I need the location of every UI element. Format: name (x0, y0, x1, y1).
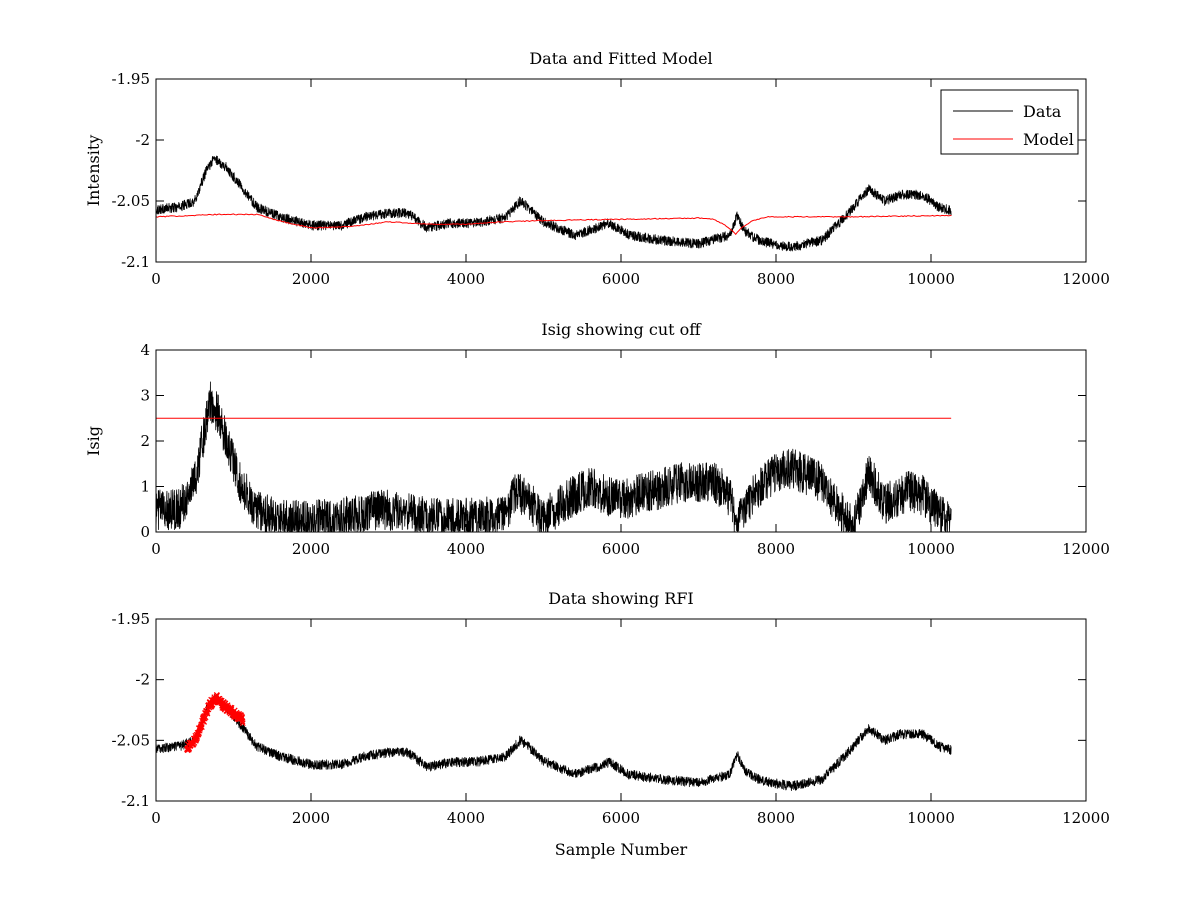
x-axis-label: Sample Number (555, 840, 688, 859)
x-tick-label: 12000 (1062, 540, 1110, 558)
series-model (156, 213, 952, 236)
series-group (156, 692, 952, 791)
y-axis-label: Intensity (84, 135, 103, 207)
series-data (156, 694, 952, 791)
x-tick-label: 6000 (602, 809, 640, 827)
x-tick-label: 12000 (1062, 809, 1110, 827)
x-tick-label: 2000 (292, 270, 330, 288)
chart-title: Data showing RFI (548, 589, 693, 608)
y-tick-label: -1.95 (112, 70, 150, 88)
subplot-3: 0 2000 4000 6000 8000 10000 12000 -1.95 -2 -2.05 -… (112, 589, 1110, 859)
y-tick-label: -2 (135, 671, 150, 689)
legend-label: Model (1023, 130, 1074, 149)
x-tick-label: 0 (151, 809, 161, 827)
rfi-marker (239, 720, 246, 727)
rfi-marker (202, 714, 209, 721)
x-tick-label: 10000 (907, 540, 955, 558)
y-tick-label: 0 (140, 523, 150, 541)
y-tick-label: -1.95 (112, 610, 150, 628)
series-group (156, 381, 952, 532)
y-tick-label: 4 (140, 341, 150, 359)
axes-background (156, 619, 1086, 801)
x-tick-label: 2000 (292, 540, 330, 558)
x-tick-label: 10000 (907, 809, 955, 827)
x-tick-label: 2000 (292, 809, 330, 827)
x-tick-label: 10000 (907, 270, 955, 288)
x-tick-label: 0 (151, 270, 161, 288)
x-tick-label: 4000 (447, 540, 485, 558)
x-tick-label: 6000 (602, 540, 640, 558)
y-tick-label: -2 (135, 131, 150, 149)
x-tick-label: 4000 (447, 270, 485, 288)
x-tick-label: 4000 (447, 809, 485, 827)
y-tick-label: -2.1 (121, 792, 150, 810)
y-tick-label: -2.1 (121, 253, 150, 271)
legend: Data Model (940, 89, 1079, 155)
rfi-marker (185, 746, 192, 753)
series-group (156, 155, 952, 252)
series-rfi (184, 692, 246, 754)
y-tick-label: -2.05 (112, 731, 150, 749)
x-tick-label: 6000 (602, 270, 640, 288)
subplot-1: 0 2000 4000 6000 8000 10000 12000 -1.95 -2 -2.05 -… (84, 49, 1110, 288)
subplot-2: 0 2000 4000 6000 8000 10000 12000 0 1 2 3 4 Isig sho… (84, 320, 1110, 558)
y-tick-label: 1 (140, 478, 150, 496)
rfi-marker (198, 724, 205, 730)
chart-title: Data and Fitted Model (529, 49, 712, 68)
chart-title: Isig showing cut off (541, 320, 702, 339)
y-tick-label: 3 (140, 387, 150, 405)
y-axis-label: Isig (84, 426, 103, 456)
series-isig (156, 381, 952, 532)
legend-box (940, 89, 1079, 155)
x-tick-label: 8000 (757, 270, 795, 288)
legend-label: Data (1023, 102, 1062, 121)
x-tick-label: 8000 (757, 540, 795, 558)
rfi-marker (239, 718, 246, 725)
x-tick-label: 12000 (1062, 270, 1110, 288)
y-tick-label: 2 (140, 432, 150, 450)
x-tick-label: 8000 (757, 809, 795, 827)
series-data (156, 155, 952, 252)
x-tick-label: 0 (151, 540, 161, 558)
y-tick-label: -2.05 (112, 192, 150, 210)
